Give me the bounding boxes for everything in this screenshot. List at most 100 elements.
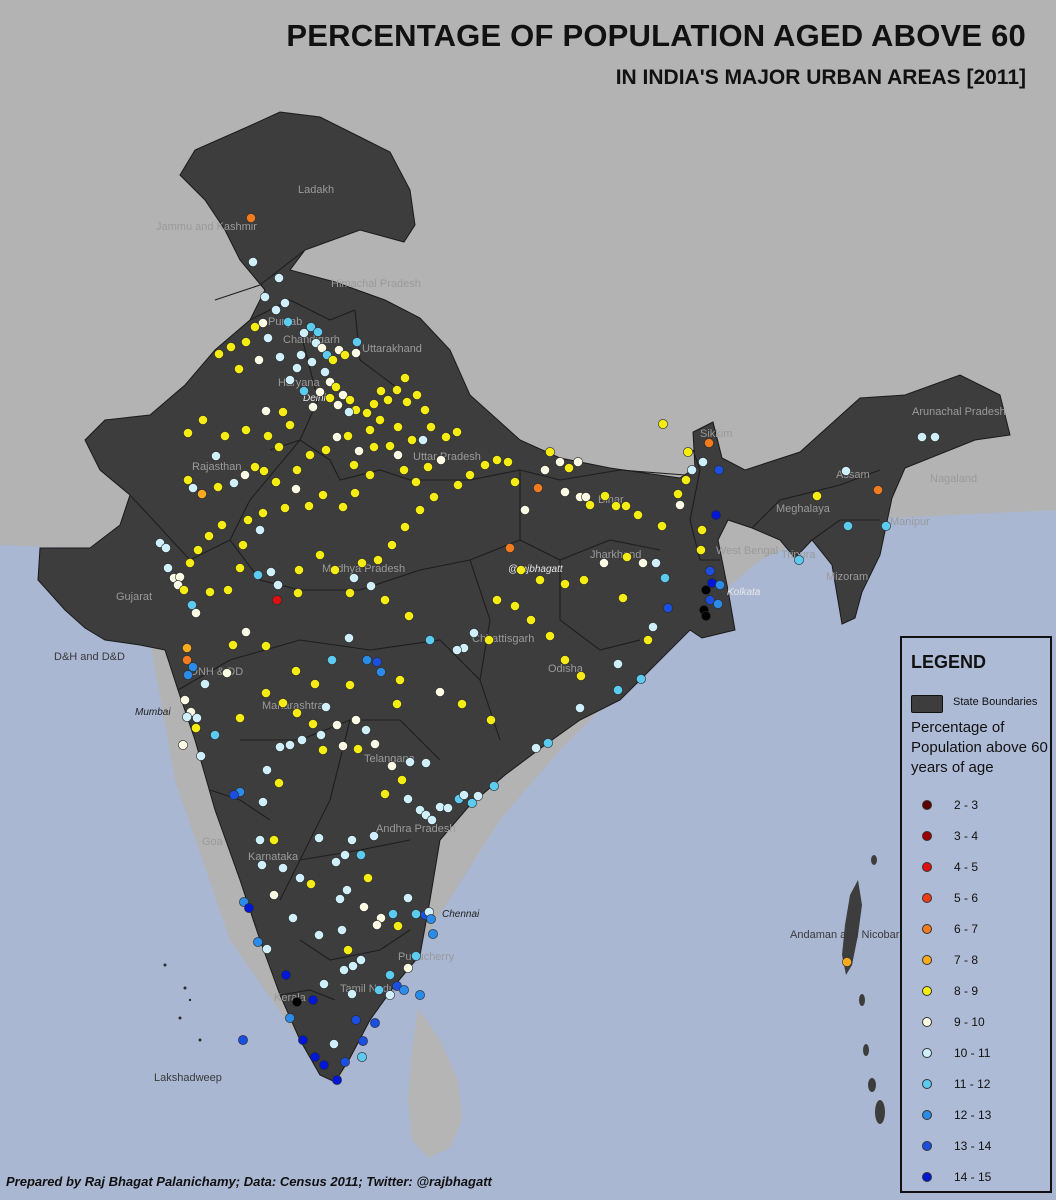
urban-area-dot [281,970,291,980]
urban-area-dot [273,580,283,590]
label-tripura: Tripura [781,549,816,561]
urban-area-dot [285,375,295,385]
urban-area-dot [841,466,851,476]
urban-area-dot [243,515,253,525]
urban-area-dot [175,572,185,582]
urban-area-dot [812,491,822,501]
urban-area-dot [600,491,610,501]
urban-area-dot [429,492,439,502]
urban-area-dot [274,273,284,283]
legend-class-item: 11 - 12 [922,1076,1042,1094]
urban-area-dot [234,364,244,374]
urban-area-dot [349,460,359,470]
legend-class-item: 6 - 7 [922,921,1042,939]
urban-area-dot [613,685,623,695]
urban-area-dot [423,462,433,472]
urban-area-dot [372,657,382,667]
label-meghalaya: Meghalaya [776,503,831,515]
urban-area-dot [385,970,395,980]
urban-area-dot [295,873,305,883]
urban-area-dot [411,477,421,487]
andaman-nicobar-islands [842,855,885,1124]
urban-area-dot [331,382,341,392]
urban-area-dot [335,894,345,904]
urban-area-dot [393,422,403,432]
urban-area-dot [399,465,409,475]
urban-area-dot [258,318,268,328]
footer-credit: Prepared by Raj Bhagat Palanichamy; Data… [6,1174,492,1189]
urban-area-dot [261,641,271,651]
urban-area-dot [531,743,541,753]
urban-area-dot [484,635,494,645]
urban-area-dot [351,1015,361,1025]
legend-class-range: 13 - 14 [954,1139,992,1153]
urban-area-dot [357,1052,367,1062]
urban-area-dot [192,713,202,723]
urban-area-dot [452,645,462,655]
urban-area-dot [271,305,281,315]
urban-area-dot [701,585,711,595]
urban-area-dot [332,1075,342,1085]
urban-area-dot [579,575,589,585]
urban-area-dot [220,431,230,441]
urban-area-dot [214,349,224,359]
urban-area-dot [259,466,269,476]
urban-area-dot [350,488,360,498]
legend-title: LEGEND [911,652,987,672]
urban-area-dot [520,505,530,515]
legend-class-range: 9 - 10 [954,1015,985,1029]
label-chennai: Chennai [442,909,480,920]
legend-class-dot [922,1172,932,1182]
urban-area-dot [291,666,301,676]
urban-area-dot [473,791,483,801]
urban-area-dot [403,893,413,903]
urban-area-dot [387,761,397,771]
urban-area-dot [420,405,430,415]
urban-area-dot [235,713,245,723]
urban-area-dot [545,631,555,641]
urban-area-dot [255,835,265,845]
urban-area-dot [253,937,263,947]
urban-area-dot [193,545,203,555]
urban-area-dot [380,789,390,799]
urban-area-dot [337,925,347,935]
urban-area-dot [313,327,323,337]
urban-area-dot [372,920,382,930]
legend-class-dot [922,1048,932,1058]
urban-area-dot [260,292,270,302]
urban-area-dot [492,455,502,465]
urban-area-dot [930,432,940,442]
urban-area-dot [349,573,359,583]
urban-area-dot [510,601,520,611]
map-title: PERCENTAGE OF POPULATION AGED ABOVE 60 [286,18,1026,53]
urban-area-dot [306,322,316,332]
urban-area-dot [480,460,490,470]
urban-area-dot [465,470,475,480]
urban-area-dot [794,555,804,565]
urban-area-dot [321,702,331,712]
urban-area-dot [271,477,281,487]
urban-area-dot [622,552,632,562]
urban-area-dot [705,566,715,576]
urban-area-dot [366,581,376,591]
urban-area-dot [663,603,673,613]
urban-area-dot [248,257,258,267]
urban-area-dot [274,442,284,452]
urban-area-dot [683,447,693,457]
legend-class-range: 6 - 7 [954,922,979,936]
urban-area-dot [842,957,852,967]
urban-area-dot [183,428,193,438]
urban-area-dot [318,490,328,500]
urban-area-dot [435,687,445,697]
urban-area-dot [453,480,463,490]
urban-area-dot [618,593,628,603]
urban-area-dot [503,457,513,467]
urban-area-dot [332,720,342,730]
urban-area-dot [363,873,373,883]
label-goa: Goa [202,836,224,848]
urban-area-dot [375,415,385,425]
urban-area-dot [238,540,248,550]
urban-area-dot [426,914,436,924]
label-gujarat: Gujarat [116,591,152,603]
urban-area-dot [211,451,221,461]
